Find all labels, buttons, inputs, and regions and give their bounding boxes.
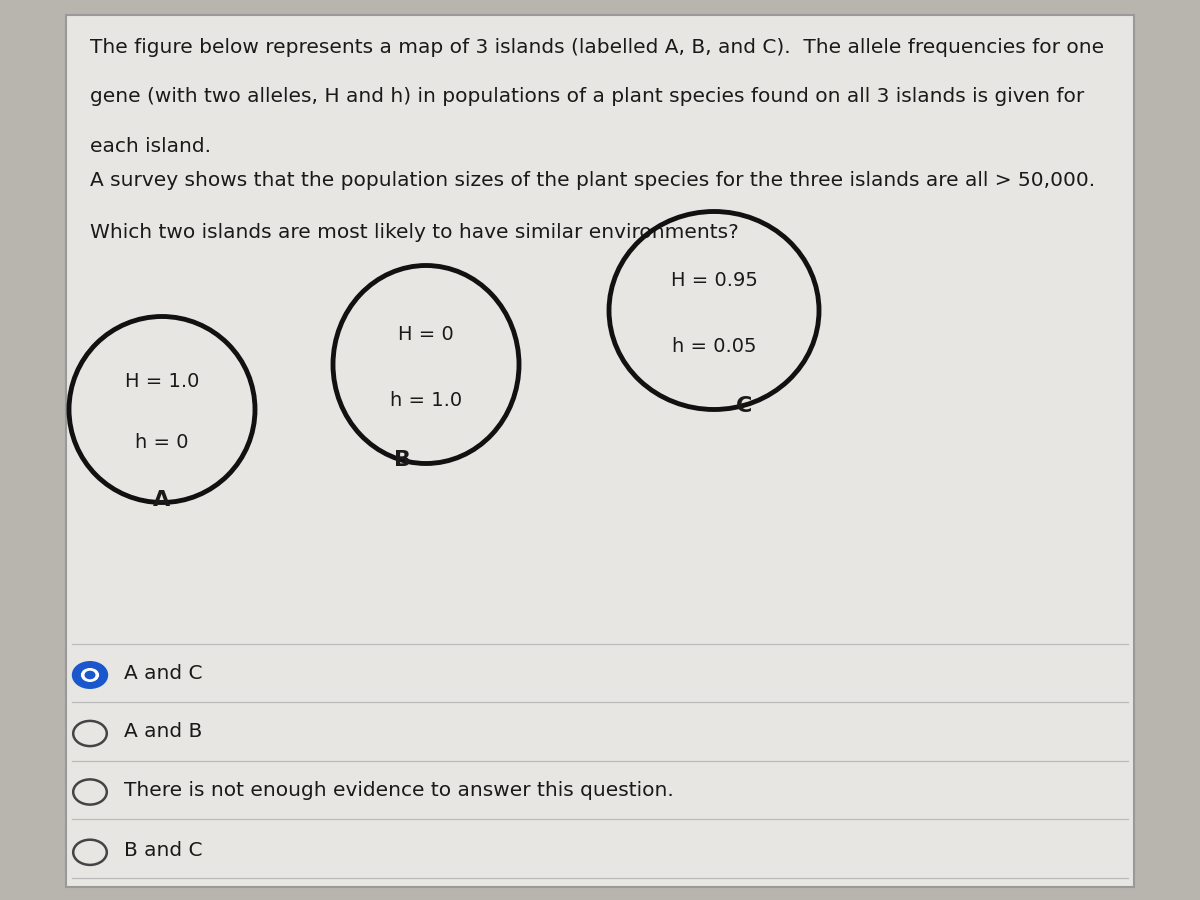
- Text: each island.: each island.: [90, 137, 211, 156]
- Text: B: B: [394, 450, 410, 470]
- Text: h = 0: h = 0: [136, 434, 188, 453]
- Circle shape: [85, 671, 95, 679]
- FancyBboxPatch shape: [66, 15, 1134, 886]
- Circle shape: [73, 662, 107, 688]
- Text: A survey shows that the population sizes of the plant species for the three isla: A survey shows that the population sizes…: [90, 171, 1096, 190]
- Circle shape: [82, 669, 98, 681]
- Text: h = 1.0: h = 1.0: [390, 391, 462, 410]
- Text: h = 0.05: h = 0.05: [672, 337, 756, 356]
- Text: A: A: [154, 491, 170, 510]
- Text: A and B: A and B: [124, 722, 202, 742]
- Text: There is not enough evidence to answer this question.: There is not enough evidence to answer t…: [124, 780, 673, 800]
- Text: H = 0: H = 0: [398, 325, 454, 345]
- Text: B and C: B and C: [124, 841, 202, 860]
- Text: Which two islands are most likely to have similar environments?: Which two islands are most likely to hav…: [90, 223, 739, 242]
- Text: H = 0.95: H = 0.95: [671, 271, 757, 291]
- Text: The figure below represents a map of 3 islands (labelled A, B, and C).  The alle: The figure below represents a map of 3 i…: [90, 38, 1104, 57]
- Text: H = 1.0: H = 1.0: [125, 372, 199, 392]
- Text: C: C: [736, 396, 752, 416]
- Text: gene (with two alleles, H and h) in populations of a plant species found on all : gene (with two alleles, H and h) in popu…: [90, 87, 1085, 106]
- Text: A and C: A and C: [124, 663, 202, 683]
